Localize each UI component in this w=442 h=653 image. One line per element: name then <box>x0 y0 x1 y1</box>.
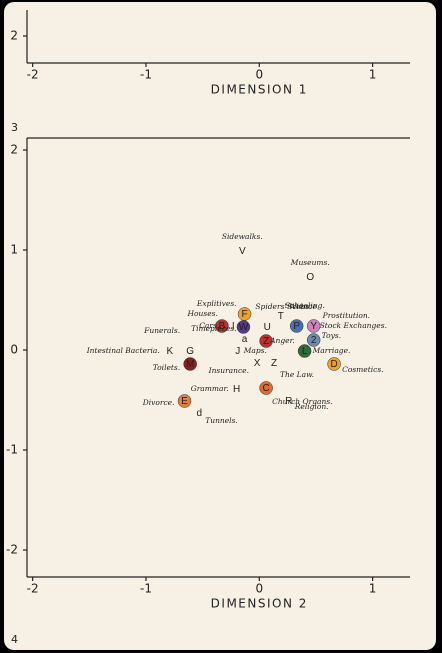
point-letter: J <box>235 346 240 357</box>
point-label: Science. <box>287 302 319 311</box>
point-letter: U <box>264 322 271 333</box>
point-label: Cosmetics. <box>342 365 384 374</box>
point-letter: R <box>285 396 292 407</box>
point-letter: W <box>239 322 249 333</box>
point-letter: a <box>242 334 248 345</box>
point-letter: L <box>302 346 308 357</box>
point-label: Spiders' Webs. <box>255 302 311 311</box>
x-tick-label: -2 <box>27 582 39 596</box>
point-letter: I <box>232 321 235 332</box>
point-letter: F <box>242 309 248 320</box>
point-letter: C <box>262 383 269 394</box>
x-tick-label: -1 <box>140 582 152 596</box>
point-label: Explitives. <box>196 299 237 308</box>
point-label: Cars. <box>199 321 219 330</box>
point-label: Intestinal Bacteria. <box>86 346 160 355</box>
x-tick-label: 0 <box>255 68 263 82</box>
y-tick-label: 1 <box>10 243 18 257</box>
point-dot <box>327 357 341 371</box>
x-tick-label: -1 <box>140 68 152 82</box>
point-label: Houses. <box>186 309 217 318</box>
y-tick-label: -1 <box>6 443 18 457</box>
point-letter: Y <box>310 321 317 332</box>
point-label: Funerals. <box>143 326 180 335</box>
point-letter: 2 <box>311 335 317 346</box>
x-tick-label: 1 <box>369 582 377 596</box>
point-label: Tunnels. <box>205 416 238 425</box>
point-dot <box>306 319 321 333</box>
point-dot <box>183 357 197 371</box>
point-letter: Z <box>263 336 269 347</box>
point-letter: T <box>278 311 284 322</box>
point-label: Toys. <box>322 331 341 340</box>
point-letter: H <box>233 384 240 395</box>
point-dot <box>289 319 304 333</box>
point-letter: G <box>186 346 194 357</box>
point-dot <box>306 333 321 347</box>
frame-label: 3 <box>11 121 18 134</box>
point-letter: K <box>166 346 173 357</box>
x-tick-label: 1 <box>369 68 377 82</box>
point-label: Church Organs. <box>272 397 332 406</box>
x-axis-title: DIMENSION 1 <box>211 83 308 97</box>
point-label: Insurance. <box>208 366 249 375</box>
x-tick-label: 0 <box>255 582 263 596</box>
point-letter: O <box>306 272 314 283</box>
point-label: Schooling. <box>285 301 325 310</box>
point-label: Timepieces. <box>191 324 236 333</box>
point-label: Maps. <box>243 346 267 355</box>
point-dot <box>215 319 229 333</box>
point-label: Prostitution. <box>322 311 370 320</box>
point-label: Marriage. <box>312 346 351 355</box>
point-letter: M <box>186 359 194 370</box>
point-label: Museums. <box>290 258 330 267</box>
point-dot <box>177 394 192 408</box>
y-tick-label: 2 <box>10 143 18 157</box>
point-dot <box>236 320 251 334</box>
point-label: Anger. <box>269 336 295 345</box>
point-label: Religion. <box>294 402 329 411</box>
point-letter: D <box>330 359 337 370</box>
point-dot <box>259 381 273 395</box>
point-dot <box>259 334 273 348</box>
point-dot <box>297 344 312 358</box>
point-letter: d <box>196 408 202 419</box>
x-tick-label: -2 <box>27 68 39 82</box>
y-tick-label: 0 <box>10 343 18 357</box>
point-letter: V <box>239 246 246 257</box>
point-letter: P <box>293 321 300 332</box>
point-label: Stock Exchanges. <box>320 321 387 330</box>
point-label: Grammar. <box>191 384 229 393</box>
point-label: The Law. <box>280 370 314 379</box>
point-letter: E <box>181 396 188 407</box>
point-label: Toilets. <box>153 363 180 372</box>
point-letter: X <box>254 358 261 369</box>
point-letter: Z <box>271 358 277 369</box>
frame-label: 4 <box>11 633 18 646</box>
x-axis-title: DIMENSION 2 <box>211 597 308 611</box>
point-letter: B <box>219 321 226 332</box>
point-label: Sidewalks. <box>222 232 263 241</box>
y-tick-label: -2 <box>6 543 18 557</box>
point-label: Divorce. <box>142 398 175 407</box>
y-tick-label: 2 <box>10 29 18 43</box>
